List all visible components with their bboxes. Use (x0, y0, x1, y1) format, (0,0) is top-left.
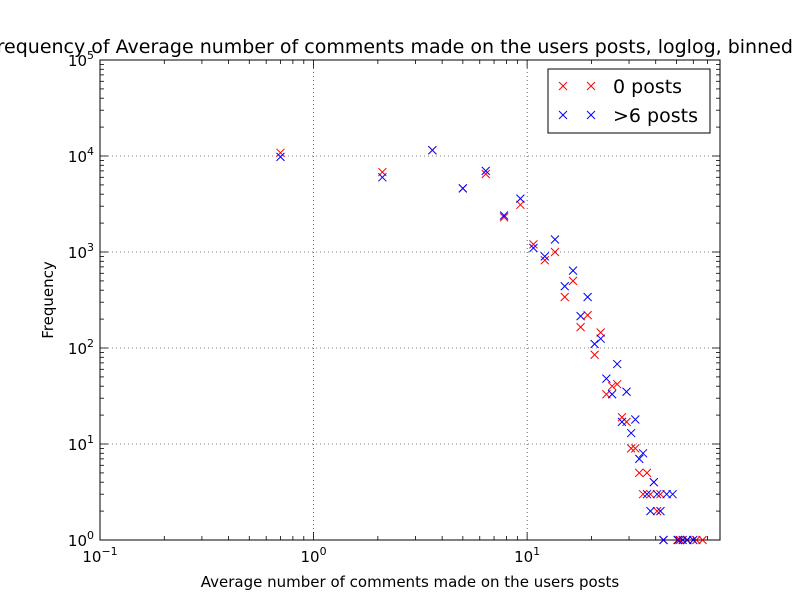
y-tick-label: 105 (68, 49, 94, 70)
legend-markers (558, 81, 596, 120)
x-tick-labels: 10−1 100 101 (82, 545, 540, 566)
y-tick-label: 104 (68, 145, 94, 166)
y-tick-label: 101 (68, 433, 94, 454)
data-point-gt6-posts (516, 194, 525, 203)
data-point-gt6-posts (622, 387, 631, 397)
data-point-gt6-posts (638, 448, 648, 458)
data-point-0-posts (612, 379, 622, 389)
data-point-0-posts (576, 322, 585, 332)
data-point-gt6-posts (688, 535, 698, 545)
data-point-gt6-posts (276, 152, 285, 162)
data-point-gt6-posts (634, 454, 644, 464)
data-point-0-posts (499, 212, 509, 222)
data-point-gt6-posts (668, 489, 677, 499)
data-point-gt6-posts (499, 211, 509, 220)
data-point-gt6-posts (590, 339, 599, 349)
y-tick-labels: 100 101 102 103 104 105 (68, 49, 94, 550)
x-tick-label: 10−1 (82, 545, 117, 566)
y-tick-label: 100 (68, 529, 94, 550)
data-points (276, 145, 707, 545)
x-tick-label: 101 (514, 545, 540, 566)
y-tick-label: 103 (68, 241, 94, 262)
data-point-gt6-posts (678, 535, 688, 545)
data-point-0-posts (692, 535, 701, 545)
data-point-gt6-posts (529, 243, 538, 253)
data-point-0-posts (656, 489, 665, 499)
legend-label-0-posts: 0 posts (613, 76, 682, 98)
data-point-gt6-posts (378, 172, 387, 182)
data-point-0-posts (638, 489, 648, 499)
data-point-0-posts (675, 535, 685, 545)
data-point-0-posts (568, 276, 578, 286)
data-point-0-posts (646, 489, 655, 499)
data-point-gt6-posts (596, 334, 606, 344)
ticks (99, 59, 721, 541)
data-point-gt6-posts (607, 389, 617, 399)
data-point-gt6-posts (560, 281, 570, 291)
legend-label-gt6-posts: >6 posts (613, 105, 698, 127)
data-point-0-posts (596, 328, 606, 337)
data-point-gt6-posts (673, 535, 683, 545)
data-point-0-posts (529, 240, 538, 249)
data-point-0-posts (698, 535, 707, 545)
data-point-0-posts (607, 381, 617, 391)
data-point-gt6-posts (652, 489, 662, 499)
data-point-0-posts (516, 200, 525, 210)
data-point-0-posts (630, 444, 640, 453)
data-point-gt6-posts (428, 145, 437, 155)
data-point-gt6-posts (656, 506, 665, 516)
legend-box (547, 68, 711, 134)
data-point-0-posts (276, 148, 285, 158)
legend-marker-0-posts (558, 81, 568, 91)
data-point-gt6-posts (458, 184, 468, 193)
data-point-gt6-posts (649, 477, 659, 487)
legend-marker-0-posts (586, 81, 596, 91)
data-point-0-posts (540, 255, 550, 265)
data-point-gt6-posts (602, 374, 611, 383)
y-tick-label: 102 (68, 337, 94, 358)
data-point-0-posts (626, 444, 636, 453)
data-point-gt6-posts (540, 252, 550, 261)
chart-title: Frequency of Average number of comments … (0, 36, 793, 58)
y-axis-label: Frequency (39, 261, 57, 339)
data-point-gt6-posts (612, 359, 622, 369)
data-point-gt6-posts (550, 235, 560, 244)
data-point-gt6-posts (617, 417, 627, 427)
data-point-0-posts (590, 350, 599, 360)
grid-lines (100, 60, 720, 540)
x-axis-label: Average number of comments made on the u… (201, 573, 620, 591)
data-point-0-posts (652, 506, 662, 516)
data-point-0-posts (634, 468, 644, 478)
data-point-gt6-posts (682, 535, 692, 545)
data-point-gt6-posts (630, 415, 640, 424)
legend-marker-gt6-posts (586, 110, 596, 120)
data-point-gt6-posts (583, 292, 592, 302)
data-point-0-posts (560, 292, 570, 302)
data-point-0-posts (622, 417, 631, 427)
x-tick-label: 100 (301, 545, 327, 566)
legend-marker-gt6-posts (558, 110, 568, 120)
plot-frame (99, 59, 721, 541)
data-point-0-posts (642, 468, 652, 478)
data-point-0-posts (481, 169, 491, 179)
data-point-0-posts (550, 247, 560, 257)
data-point-gt6-posts (626, 428, 636, 438)
data-point-0-posts (583, 310, 592, 320)
legend: 0 posts >6 posts (547, 68, 711, 134)
data-point-gt6-posts (481, 166, 491, 176)
data-point-gt6-posts (576, 311, 585, 321)
data-point-gt6-posts (646, 506, 655, 516)
data-point-gt6-posts (659, 535, 668, 545)
data-point-gt6-posts (568, 266, 578, 275)
data-point-gt6-posts (642, 489, 652, 499)
